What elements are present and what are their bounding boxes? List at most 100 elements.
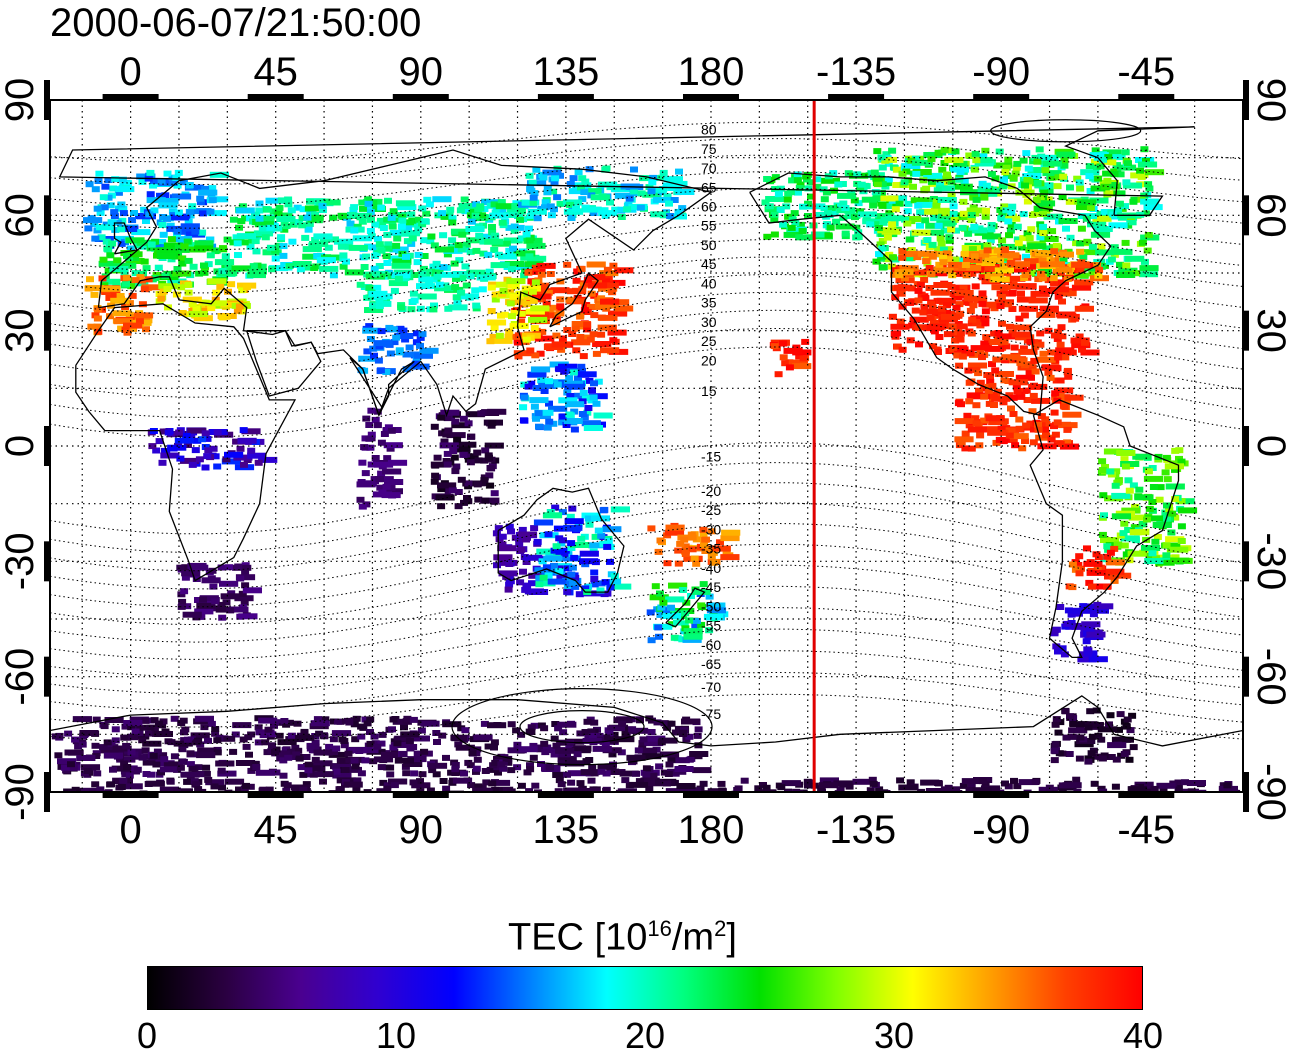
tec-cell [91, 742, 100, 749]
tec-cell [395, 349, 404, 356]
tec-cell [639, 175, 659, 182]
coastline-japan [549, 271, 599, 328]
magnetic-latitude-line [50, 221, 1243, 294]
tec-cell [452, 294, 461, 301]
tec-cell [795, 234, 815, 241]
tec-cell [350, 721, 359, 728]
tec-cell [955, 301, 964, 308]
tec-cell [510, 223, 519, 230]
tec-cell [131, 270, 140, 277]
tec-cell [530, 305, 550, 312]
tec-cell [525, 253, 534, 260]
tec-cell [1036, 341, 1045, 348]
tec-cell [876, 241, 885, 248]
tec-cell [562, 422, 571, 428]
tec-cell [299, 786, 308, 792]
tec-cell [480, 497, 500, 504]
tec-cell [451, 770, 460, 776]
tec-cell [978, 300, 987, 307]
tec-cell [491, 759, 500, 766]
tec-cell [318, 207, 327, 214]
tec-cell [682, 636, 702, 643]
tec-cell [454, 741, 463, 748]
tec-cell [503, 237, 523, 244]
tec-cell [103, 752, 123, 759]
tec-cell [504, 333, 513, 340]
tec-cell [674, 208, 683, 215]
tec-cell [505, 523, 514, 530]
tec-cell [939, 246, 948, 253]
colorbar-tick-label: 40 [1122, 1015, 1164, 1056]
tec-cell [1044, 267, 1052, 273]
tec-cell [1041, 364, 1061, 371]
coastline-south-america [1029, 399, 1180, 659]
tec-cell [542, 169, 562, 176]
tec-cell [487, 308, 496, 314]
tec-cell [242, 587, 262, 594]
tec-cell [1139, 521, 1148, 527]
tec-cell [486, 766, 495, 773]
tec-cell [997, 293, 1006, 300]
tec-cell [661, 613, 681, 619]
tec-cell [123, 329, 132, 336]
tec-cell [455, 744, 475, 751]
tec-cell [435, 494, 455, 501]
tec-cell [180, 223, 200, 230]
tec-cell [407, 306, 416, 313]
tec-cell [367, 216, 375, 223]
tec-cell [626, 754, 646, 761]
tec-cell [553, 194, 562, 201]
tec-cell [243, 284, 251, 291]
tec-cell [1044, 327, 1053, 334]
tec-cell [779, 340, 788, 347]
tec-cell [572, 277, 581, 284]
tec-cell [339, 263, 348, 270]
tec-cell [776, 185, 785, 192]
tec-cell [1177, 458, 1186, 465]
tec-cell [968, 227, 988, 234]
tec-cell [1066, 713, 1074, 720]
tec-cell [845, 213, 854, 220]
tec-cell [1008, 357, 1028, 364]
tec-cell [1023, 230, 1032, 237]
tec-cell [1122, 179, 1131, 186]
tec-cell [550, 735, 559, 742]
tec-cell [999, 427, 1019, 434]
tec-cell [490, 262, 510, 269]
frame-tick-bars [44, 80, 1249, 812]
tec-cell [352, 715, 361, 722]
tec-cell [1033, 158, 1042, 165]
tec-cell [836, 786, 845, 792]
tec-cell [1115, 726, 1123, 733]
tec-cell [1021, 362, 1029, 369]
tec-cell [694, 742, 703, 749]
tec-cell [64, 730, 73, 737]
tec-cell [154, 264, 163, 271]
tec-cell [959, 210, 968, 217]
tec-cell [369, 758, 378, 765]
tec-cell [304, 761, 313, 768]
tec-cell [933, 251, 953, 257]
tec-cell [956, 310, 965, 317]
tec-cell [861, 196, 881, 203]
tec-cell [1061, 708, 1070, 715]
tec-cell [514, 353, 523, 360]
tec-cell [518, 746, 538, 753]
tec-cell [793, 177, 802, 184]
tec-cell [1096, 163, 1105, 170]
tec-cell [174, 244, 183, 251]
tec-cell [783, 196, 792, 203]
tec-cell [531, 352, 540, 359]
tec-cell [302, 754, 311, 760]
tec-cell [239, 427, 248, 434]
tec-cell [1121, 149, 1130, 156]
tec-cell [348, 244, 368, 251]
tec-cell [371, 221, 380, 228]
tec-cell [1098, 458, 1107, 465]
tec-cell [442, 431, 451, 438]
tec-cell [364, 200, 373, 207]
tec-cell [294, 747, 303, 754]
tec-cell [493, 562, 501, 569]
tec-cell [377, 328, 386, 335]
tec-cell [569, 175, 578, 182]
